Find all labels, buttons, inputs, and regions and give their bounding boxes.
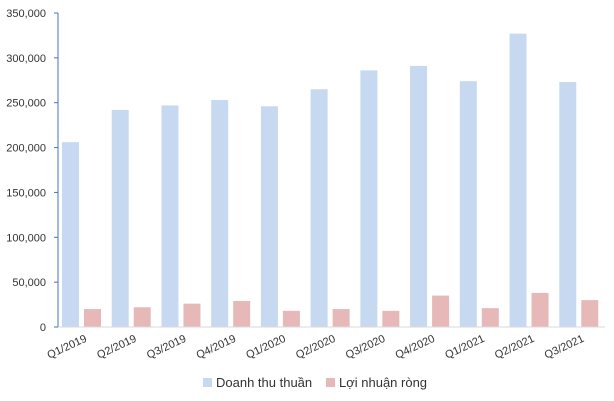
bar-profit-Q2-2021	[531, 292, 549, 327]
y-tick-label: 100,000	[6, 232, 46, 244]
x-tick-label: Q3/2020	[344, 333, 387, 362]
y-tick-label: 200,000	[6, 143, 46, 155]
bar-profit-Q1-2019	[84, 309, 101, 327]
x-tick-label: Q2/2019	[95, 333, 138, 362]
bar-revenue-Q2-2021	[509, 33, 527, 328]
bar-profit-Q2-2020	[332, 309, 350, 327]
x-tick-label: Q2/2020	[294, 333, 337, 362]
bar-revenue-Q1-2019	[62, 142, 79, 327]
x-axis-ticks: Q1/2019 Q2/2019 Q3/2019 Q4/2019 Q1/2020 Q2/20…	[45, 333, 586, 362]
y-tick-label: 300,000	[6, 53, 46, 65]
y-tick-label: 150,000	[6, 187, 46, 199]
bar-profit-Q4-2019	[233, 300, 251, 327]
bar-revenue-Q4-2019	[211, 100, 229, 327]
x-tick-label: Q4/2020	[394, 333, 437, 362]
bar-revenue-Q3-2020	[360, 70, 378, 327]
legend-label-profit: Lợi nhuận ròng	[339, 375, 427, 390]
bar-profit-Q1-2020	[282, 310, 300, 327]
x-tick-label: Q1/2020	[244, 333, 287, 362]
y-tick-label: 350,000	[6, 8, 46, 20]
x-tick-label: Q3/2019	[145, 333, 188, 362]
legend: Doanh thu thuần Lợi nhuận ròng	[203, 375, 427, 390]
y-axis-ticks: 0 50,000 100,000 150,000 200,000 250,000 300,0…	[6, 8, 58, 334]
y-tick-label: 50,000	[12, 277, 46, 289]
bar-revenue-Q3-2021	[559, 82, 577, 327]
bar-profit-Q3-2021	[581, 300, 599, 327]
bar-profit-Q1-2021	[481, 308, 499, 327]
bar-revenue-Q2-2020	[310, 89, 328, 327]
bar-profit-Q3-2020	[382, 310, 400, 327]
bar-revenue-Q1-2020	[260, 106, 278, 327]
bars	[62, 33, 599, 328]
bar-revenue-Q1-2021	[459, 81, 477, 327]
legend-swatch-profit	[326, 378, 335, 387]
x-tick-label: Q1/2019	[45, 333, 88, 362]
x-tick-label: Q1/2021	[443, 333, 486, 362]
bar-revenue-Q4-2020	[410, 65, 428, 327]
bar-profit-Q4-2020	[432, 295, 450, 327]
x-tick-label: Q4/2019	[195, 333, 238, 362]
bar-revenue-Q3-2019	[161, 105, 179, 327]
bar-revenue-Q2-2019	[111, 109, 129, 328]
bar-profit-Q3-2019	[183, 303, 201, 327]
bar-profit-Q2-2019	[133, 307, 151, 327]
x-tick-label: Q3/2021	[543, 333, 586, 362]
x-tick-label: Q2/2021	[493, 333, 536, 362]
y-tick-label: 0	[40, 322, 46, 334]
legend-swatch-revenue	[203, 378, 212, 387]
legend-label-revenue: Doanh thu thuần	[216, 375, 312, 390]
y-tick-label: 250,000	[6, 98, 46, 110]
